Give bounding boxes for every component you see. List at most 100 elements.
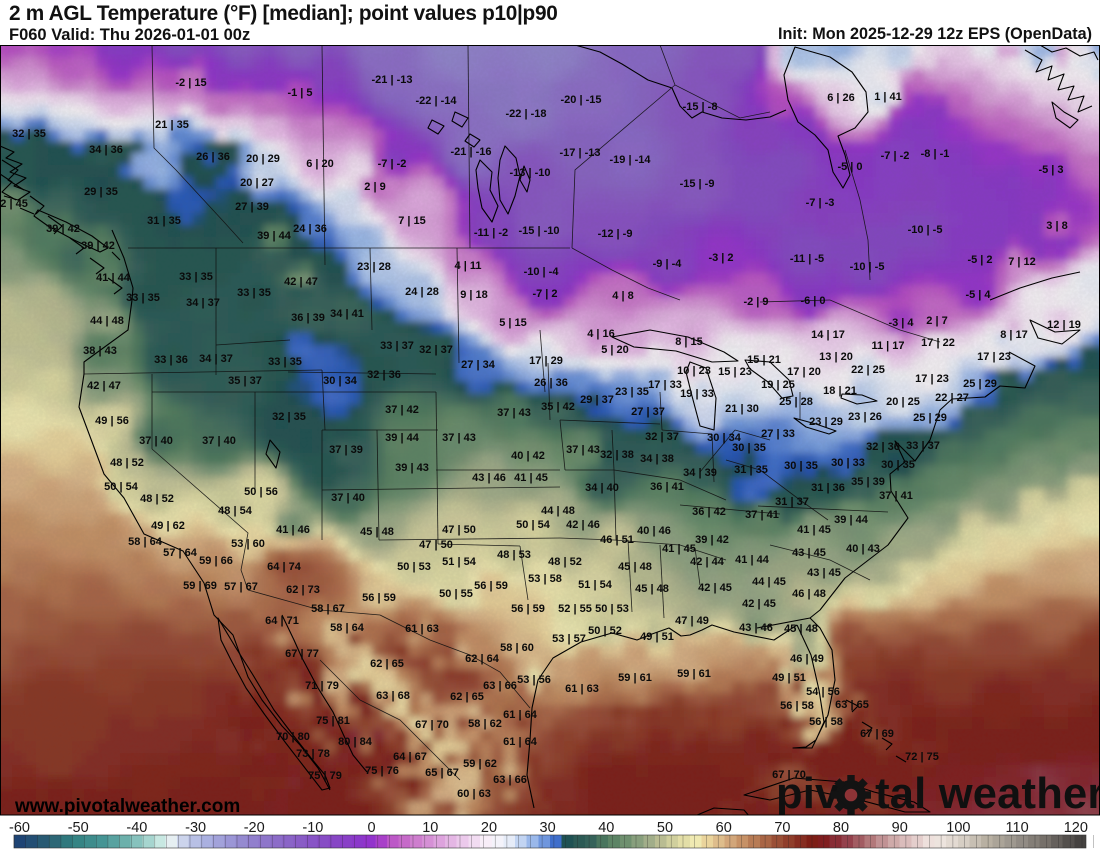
svg-text:-15 | -10: -15 | -10 xyxy=(519,225,560,237)
svg-text:37 | 43: 37 | 43 xyxy=(442,432,476,444)
svg-text:-15 | -8: -15 | -8 xyxy=(683,101,718,113)
svg-text:-21 | -16: -21 | -16 xyxy=(451,146,492,158)
svg-text:-7 | -2: -7 | -2 xyxy=(378,158,407,170)
svg-text:10 | 23: 10 | 23 xyxy=(677,365,711,377)
svg-text:48 | 52: 48 | 52 xyxy=(110,457,144,469)
svg-text:29 | 37: 29 | 37 xyxy=(580,394,614,406)
svg-text:37 | 40: 37 | 40 xyxy=(331,492,365,504)
svg-text:42 | 47: 42 | 47 xyxy=(284,276,318,288)
svg-text:-3 | 4: -3 | 4 xyxy=(888,317,914,329)
svg-text:-22 | -14: -22 | -14 xyxy=(416,95,458,107)
svg-text:42 | 47: 42 | 47 xyxy=(87,380,121,392)
svg-text:57 | 67: 57 | 67 xyxy=(224,581,258,593)
svg-text:9 | 18: 9 | 18 xyxy=(460,289,488,301)
svg-text:-1 | 5: -1 | 5 xyxy=(287,87,312,99)
svg-text:35 | 42: 35 | 42 xyxy=(541,401,575,413)
svg-text:58 | 64: 58 | 64 xyxy=(128,536,163,548)
svg-text:33 | 35: 33 | 35 xyxy=(268,356,302,368)
svg-text:-8 | -1: -8 | -1 xyxy=(921,148,950,160)
svg-text:19 | 33: 19 | 33 xyxy=(680,388,714,400)
svg-text:-21 | -13: -21 | -13 xyxy=(372,74,413,86)
svg-text:32 | 37: 32 | 37 xyxy=(645,431,679,443)
svg-text:-11 | -2: -11 | -2 xyxy=(474,227,508,239)
svg-text:32 | 37: 32 | 37 xyxy=(419,344,453,356)
svg-text:21 | 35: 21 | 35 xyxy=(155,119,189,131)
svg-text:23 | 28: 23 | 28 xyxy=(357,261,391,273)
svg-text:32 | 38: 32 | 38 xyxy=(600,449,634,461)
svg-text:50 | 54: 50 | 54 xyxy=(104,481,139,493)
svg-text:33 | 35: 33 | 35 xyxy=(237,287,271,299)
svg-text:32 | 35: 32 | 35 xyxy=(272,411,306,423)
svg-text:49 | 56: 49 | 56 xyxy=(95,415,129,427)
svg-text:-17 | -13: -17 | -13 xyxy=(560,147,601,159)
svg-text:33 | 35: 33 | 35 xyxy=(179,271,213,283)
svg-text:-12 | -9: -12 | -9 xyxy=(598,228,633,240)
svg-text:24 | 36: 24 | 36 xyxy=(293,223,327,235)
svg-text:37 | 39: 37 | 39 xyxy=(329,444,363,456)
svg-text:39 | 44: 39 | 44 xyxy=(385,432,420,444)
svg-text:32 | 36: 32 | 36 xyxy=(367,369,401,381)
svg-text:33 | 35: 33 | 35 xyxy=(126,292,160,304)
svg-text:20 | 27: 20 | 27 xyxy=(240,177,274,189)
svg-text:32 | 35: 32 | 35 xyxy=(12,128,46,140)
svg-text:41 | 46: 41 | 46 xyxy=(276,524,310,536)
svg-text:-10 | -4: -10 | -4 xyxy=(524,266,560,278)
svg-text:34 | 41: 34 | 41 xyxy=(330,308,364,320)
svg-text:57 | 64: 57 | 64 xyxy=(163,547,198,559)
svg-text:26 | 36: 26 | 36 xyxy=(196,151,230,163)
svg-text:-5 | 2: -5 | 2 xyxy=(967,254,992,266)
svg-text:26 | 36: 26 | 36 xyxy=(534,377,568,389)
svg-text:4 | 11: 4 | 11 xyxy=(455,260,482,272)
svg-text:58 | 67: 58 | 67 xyxy=(311,603,345,615)
svg-text:8 | 15: 8 | 15 xyxy=(675,336,703,348)
svg-text:-7 | -3: -7 | -3 xyxy=(806,197,835,209)
svg-text:17 | 29: 17 | 29 xyxy=(529,355,563,367)
svg-text:40 | 42: 40 | 42 xyxy=(511,450,545,462)
svg-text:2 | 7: 2 | 7 xyxy=(926,315,947,327)
svg-text:34 | 37: 34 | 37 xyxy=(186,297,220,309)
svg-text:59 | 66: 59 | 66 xyxy=(199,555,233,567)
svg-text:29 | 35: 29 | 35 xyxy=(84,186,118,198)
svg-text:33 | 36: 33 | 36 xyxy=(154,354,188,366)
svg-text:38 | 43: 38 | 43 xyxy=(83,345,117,357)
svg-text:-5 | 0: -5 | 0 xyxy=(837,161,862,173)
svg-text:39 | 42: 39 | 42 xyxy=(81,240,115,252)
svg-text:41 | 44: 41 | 44 xyxy=(96,272,131,284)
svg-text:-7 | -2: -7 | -2 xyxy=(881,150,910,162)
svg-text:37 | 40: 37 | 40 xyxy=(202,435,236,447)
svg-text:36 | 39: 36 | 39 xyxy=(291,312,325,324)
svg-text:-10 | -5: -10 | -5 xyxy=(908,224,943,236)
svg-text:50 | 56: 50 | 56 xyxy=(244,486,278,498)
svg-text:48 | 54: 48 | 54 xyxy=(218,505,253,517)
svg-text:20 | 29: 20 | 29 xyxy=(246,153,280,165)
svg-text:-9 | -4: -9 | -4 xyxy=(653,258,683,270)
svg-text:5 | 15: 5 | 15 xyxy=(499,317,527,329)
svg-text:-3 | 2: -3 | 2 xyxy=(708,252,733,264)
svg-text:39 | 44: 39 | 44 xyxy=(257,230,292,242)
svg-text:30 | 34: 30 | 34 xyxy=(707,432,742,444)
svg-text:34 | 37: 34 | 37 xyxy=(199,353,233,365)
svg-text:31 | 35: 31 | 35 xyxy=(147,215,181,227)
svg-text:33 | 37: 33 | 37 xyxy=(380,340,414,352)
svg-text:27 | 37: 27 | 37 xyxy=(631,406,665,418)
svg-text:17 | 33: 17 | 33 xyxy=(648,379,682,391)
svg-text:23 | 35: 23 | 35 xyxy=(615,386,649,398)
svg-text:-2 | 15: -2 | 15 xyxy=(175,77,206,89)
svg-text:-5 | 3: -5 | 3 xyxy=(1038,164,1063,176)
svg-text:37 | 42: 37 | 42 xyxy=(385,404,419,416)
svg-text:-2 | 9: -2 | 9 xyxy=(743,296,768,308)
svg-text:44 | 48: 44 | 48 xyxy=(90,315,124,327)
svg-text:-5 | 4: -5 | 4 xyxy=(965,289,991,301)
svg-text:-6 | 0: -6 | 0 xyxy=(800,295,825,307)
svg-text:-13 | -10: -13 | -10 xyxy=(510,167,551,179)
svg-text:1 | 41: 1 | 41 xyxy=(874,91,902,103)
svg-text:12 | 19: 12 | 19 xyxy=(1047,319,1081,331)
svg-text:-15 | -9: -15 | -9 xyxy=(680,178,715,190)
svg-text:37 | 43: 37 | 43 xyxy=(566,444,600,456)
svg-text:62 | 73: 62 | 73 xyxy=(286,584,320,596)
svg-text:-20 | -15: -20 | -15 xyxy=(561,94,602,106)
svg-text:53 | 60: 53 | 60 xyxy=(231,538,265,550)
svg-text:37 | 43: 37 | 43 xyxy=(497,407,531,419)
svg-text:4 | 16: 4 | 16 xyxy=(587,328,615,340)
svg-text:34 | 36: 34 | 36 xyxy=(89,144,123,156)
